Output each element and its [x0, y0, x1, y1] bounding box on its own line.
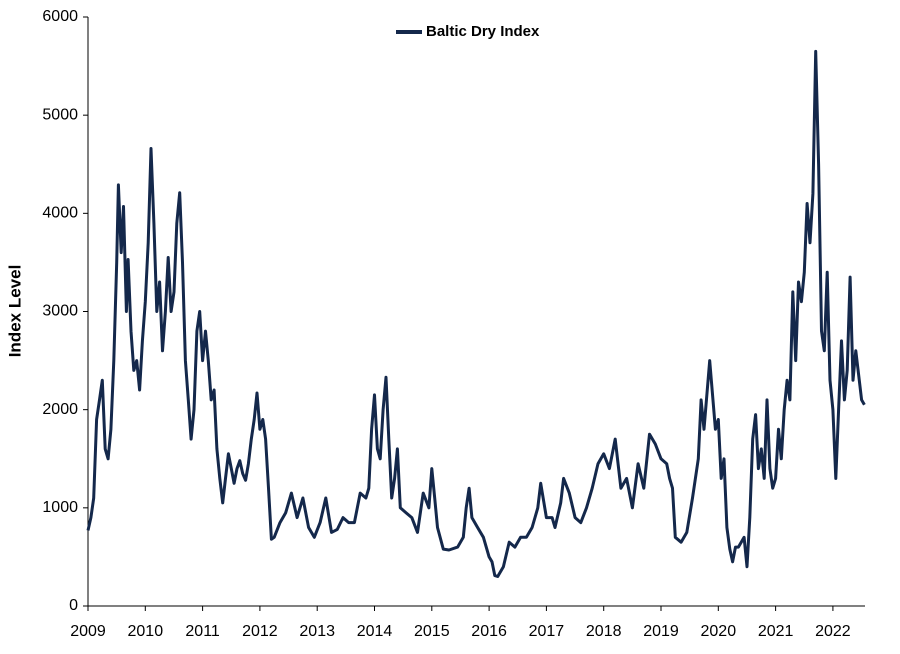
y-tick-label: 3000 [42, 303, 78, 320]
y-tick-label: 5000 [42, 106, 78, 123]
y-tick-label: 2000 [42, 401, 78, 418]
data-line [86, 49, 866, 578]
x-tick-label: 2013 [299, 623, 335, 640]
x-tick-label: 2022 [815, 623, 851, 640]
x-tick-label: 2016 [471, 623, 507, 640]
x-tick-label: 2011 [185, 623, 220, 640]
x-tick-label: 2018 [586, 623, 622, 640]
y-tick-label: 6000 [42, 8, 78, 25]
y-tick-label: 0 [69, 597, 78, 614]
x-tick-label: 2020 [701, 623, 737, 640]
x-tick-label: 2015 [414, 623, 450, 640]
x-tick-label: 2009 [70, 623, 106, 640]
x-tick-label: 2012 [242, 623, 278, 640]
y-axis-label: Index Level [5, 265, 24, 358]
y-tick-label: 1000 [42, 499, 78, 516]
x-tick-label: 2021 [758, 623, 794, 640]
x-tick-label: 2019 [643, 623, 679, 640]
x-tick-label: 2014 [357, 623, 393, 640]
x-tick-label: 2010 [128, 623, 164, 640]
x-tick-label: 2017 [529, 623, 565, 640]
legend-label: Baltic Dry Index [426, 23, 540, 40]
y-tick-label: 4000 [42, 205, 78, 222]
